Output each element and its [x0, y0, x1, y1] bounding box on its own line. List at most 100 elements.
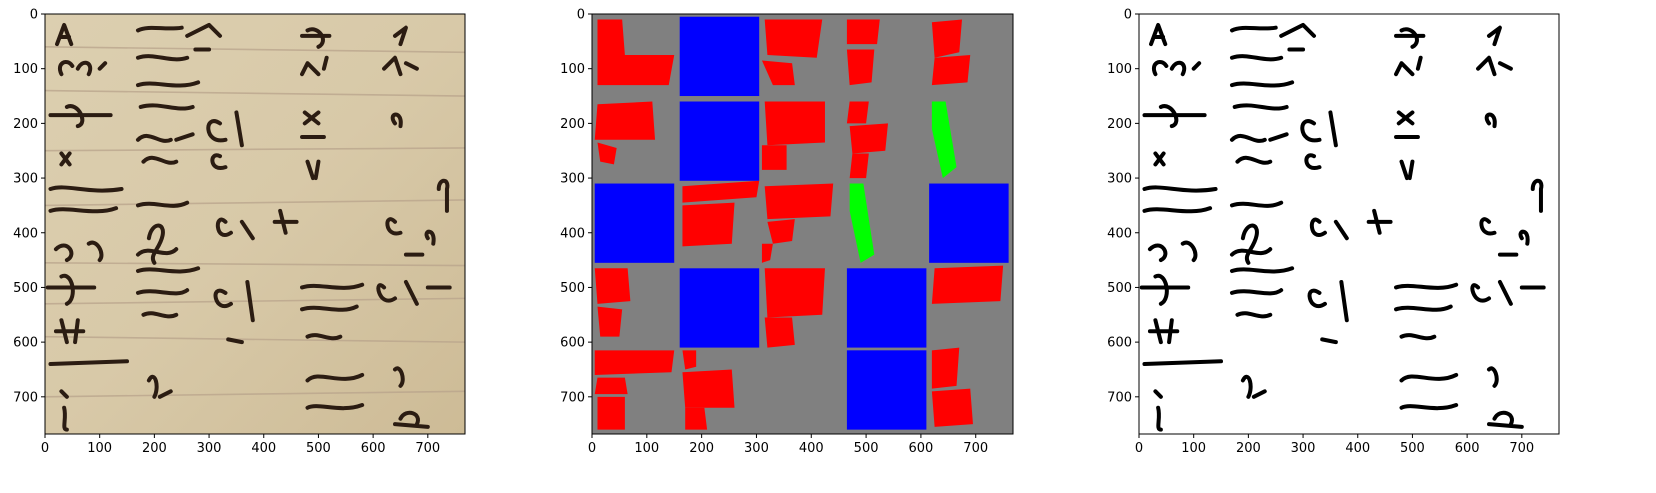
y-tick-label: 100: [1107, 62, 1132, 77]
x-tick-label: 400: [1345, 441, 1370, 456]
faint-ruling-lines: [45, 47, 465, 397]
mask-red-region-16: [764, 183, 834, 220]
y-tick-label: 100: [560, 62, 585, 77]
mask-red-region-21: [764, 268, 825, 318]
x-tick-label: 700: [415, 441, 440, 456]
mask-red-region-14: [682, 180, 760, 203]
y-tick-label: 500: [1107, 281, 1132, 296]
mask-red-region-12: [931, 19, 963, 58]
mask-blue-region-0: [679, 16, 760, 97]
manuscript-photo-panel: [45, 14, 465, 434]
mask-red-region-25: [594, 377, 628, 395]
mask-red-region-20: [597, 306, 623, 337]
y-tick-label: 0: [577, 8, 585, 23]
x-tick-label: 100: [634, 441, 659, 456]
x-tick-label: 600: [1455, 441, 1480, 456]
mask-blue-region-2: [594, 183, 675, 263]
x-tick-label: 700: [1509, 441, 1534, 456]
mask-red-region-6: [761, 145, 787, 170]
y-tick-label: 200: [13, 117, 38, 132]
x-tick-label: 0: [1135, 441, 1143, 456]
x-tick-label: 100: [1181, 441, 1206, 456]
x-tick-label: 300: [1291, 441, 1316, 456]
mask-red-region-1: [594, 101, 656, 140]
mask-red-region-13: [931, 55, 971, 86]
mask-blue-region-6: [846, 350, 927, 430]
x-tick-label: 0: [41, 441, 49, 456]
mask-red-region-11: [849, 153, 869, 179]
mask-red-region-7: [846, 19, 880, 45]
mask-red-region-22: [764, 317, 795, 348]
mask-blue-region-1: [679, 101, 760, 181]
parchment-background: [45, 14, 465, 434]
y-tick-label: 0: [1124, 8, 1132, 23]
axes-segmentation-mask: 0 100 200 300 400 500 600 700 0 100 200 300 400 500 60…: [560, 8, 1014, 456]
x-tick-label: 300: [197, 441, 222, 456]
mask-red-region-9: [846, 101, 869, 124]
y-tick-label: 300: [1107, 172, 1132, 187]
y-tick-label: 200: [560, 117, 585, 132]
x-tick-label: 500: [854, 441, 879, 456]
handwriting-ink: [48, 25, 450, 430]
mask-green-region-1: [849, 183, 875, 263]
mask-red-region-29: [685, 407, 708, 430]
binarized-ink: [1142, 25, 1544, 430]
mask-red-region-24: [594, 350, 675, 375]
y-tick-label: 500: [560, 281, 585, 296]
mask-green-region-0: [931, 101, 957, 179]
mask-red-region-15: [682, 202, 735, 247]
axes-binarized-image: 0 100 200 300 400 500 600 700 0 100 200 300 400 500 60…: [1107, 8, 1560, 456]
mask-blue-region-3: [929, 183, 1009, 263]
x-tick-label: 0: [588, 441, 596, 456]
mask-red-region-28: [682, 369, 735, 408]
axes-frame: [591, 13, 1014, 435]
axes-frame: [44, 13, 466, 435]
mask-red-region-4: [761, 60, 795, 86]
mask-red-region-19: [594, 268, 631, 304]
mask-red-region-8: [846, 49, 875, 86]
mask-blue-region-4: [679, 268, 760, 348]
y-tick-label: 600: [560, 336, 585, 351]
binarized-image-panel: [1139, 14, 1559, 434]
x-tick-label: 200: [142, 441, 167, 456]
y-tick-label: 700: [13, 390, 38, 405]
binary-background: [1139, 14, 1559, 434]
mask-red-region-3: [764, 19, 823, 58]
mask-red-region-5: [764, 101, 825, 146]
y-tick-label: 400: [1107, 226, 1132, 241]
mask-red-region-26: [597, 396, 625, 430]
y-tick-label: 700: [560, 390, 585, 405]
x-tick-label: 600: [361, 441, 386, 456]
y-tick-label: 400: [560, 226, 585, 241]
y-tick-label: 100: [13, 62, 38, 77]
mask-red-region-10: [849, 123, 889, 154]
x-tick-label: 600: [908, 441, 933, 456]
x-tick-label: 100: [87, 441, 112, 456]
y-tick-label: 300: [13, 172, 38, 187]
mask-blue-region-5: [846, 268, 927, 348]
mask-red-region-0: [597, 19, 675, 86]
x-tick-label: 400: [799, 441, 824, 456]
segmentation-mask-panel: [592, 14, 1013, 434]
mask-red-region-17: [767, 219, 795, 244]
mask-red-region-18: [761, 243, 773, 263]
x-tick-label: 400: [251, 441, 276, 456]
y-tick-label: 600: [13, 336, 38, 351]
x-tick-label: 300: [744, 441, 769, 456]
mask-red-region-30: [931, 347, 960, 389]
axes-frame: [1138, 13, 1560, 435]
y-tick-label: 200: [1107, 117, 1132, 132]
x-tick-label: 200: [1236, 441, 1261, 456]
y-tick-label: 700: [1107, 390, 1132, 405]
y-tick-label: 500: [13, 281, 38, 296]
y-tick-label: 300: [560, 172, 585, 187]
x-tick-label: 500: [1400, 441, 1425, 456]
x-tick-label: 500: [306, 441, 331, 456]
y-tick-label: 0: [30, 8, 38, 23]
y-tick-label: 400: [13, 226, 38, 241]
y-tick-label: 600: [1107, 336, 1132, 351]
mask-red-region-23: [931, 265, 1004, 304]
x-tick-label: 700: [963, 441, 988, 456]
